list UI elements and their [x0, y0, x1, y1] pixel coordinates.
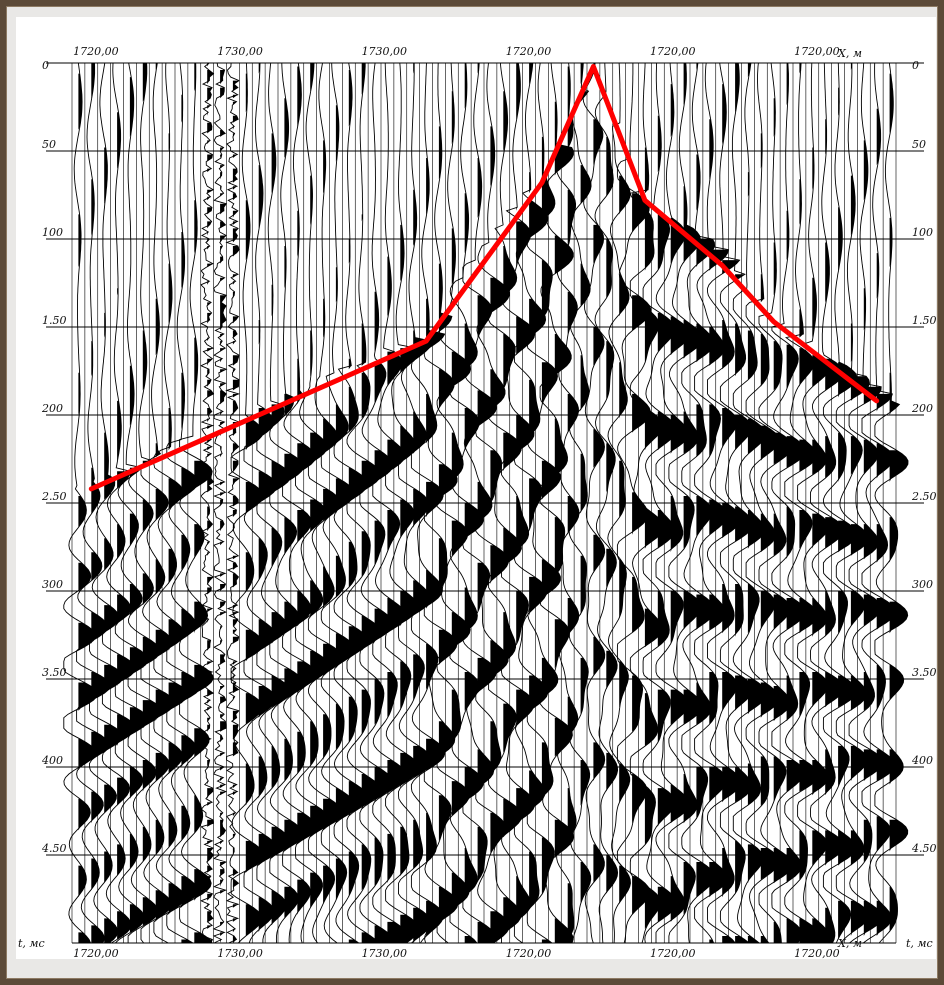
trace-fill [78, 73, 98, 944]
x-tick-label: 1720,00 [506, 45, 552, 58]
trace-fill [644, 147, 664, 929]
x-tick-label: 1730,00 [217, 45, 263, 58]
trace-fill [361, 63, 381, 943]
trace-fill [335, 105, 355, 943]
x-axis-label-bottom: X, м [837, 937, 862, 950]
y-tick-label: 4.50 [911, 842, 936, 855]
x-tick-label: 1720,00 [506, 947, 552, 959]
y-tick-label: 3.50 [912, 666, 936, 679]
trace-fill [889, 73, 908, 933]
y-tick-label: 50 [42, 138, 56, 151]
trace-fill [773, 98, 793, 943]
trace-fill [876, 108, 896, 937]
y-tick-label: 400 [911, 754, 933, 767]
trace-fill [426, 158, 445, 936]
trace-fill [670, 84, 690, 922]
y-tick-label: 2.50 [41, 490, 67, 503]
trace-fill [696, 63, 716, 898]
y-tick-label: 4.50 [41, 842, 67, 855]
trace-fill [348, 70, 368, 943]
seismogram-panel: 0 50 100 1.50 200 2.50 300 3.50 400 4.50 0 50 100 1.… [16, 17, 936, 959]
x-tick-label: 1730,00 [362, 45, 408, 58]
x-tick-labels-bottom: 1720,00 1730,00 1730,00 1720,00 1720,00 1720,… [73, 947, 840, 959]
trace-fill [850, 63, 870, 936]
seismogram-plot: 0 50 100 1.50 200 2.50 300 3.50 400 4.50 0 50 100 1.… [18, 45, 936, 959]
y-axis-label-left: t, мс [18, 937, 45, 950]
trace-fill [490, 126, 510, 943]
trace-fill [863, 140, 883, 936]
x-tick-label: 1720,00 [794, 947, 840, 959]
trace-fill [825, 119, 844, 944]
y-tick-labels-left: 0 50 100 1.50 200 2.50 300 3.50 400 4.50 [41, 59, 67, 855]
time-gridlines [46, 62, 924, 944]
x-axis-label-top: X, м [837, 47, 862, 60]
x-tick-labels-top: 1720,00 1730,00 1730,00 1720,00 1720,00 1720,… [73, 45, 840, 58]
figure-frame: 0 50 100 1.50 200 2.50 300 3.50 400 4.50 0 50 100 1.… [6, 6, 938, 979]
trace-fill [451, 91, 471, 912]
trace-fill [838, 87, 857, 940]
y-tick-label: 200 [41, 402, 63, 415]
x-tick-label: 1730,00 [362, 947, 408, 959]
y-tick-label: 1.50 [42, 314, 67, 327]
trace-fill [593, 63, 605, 884]
y-tick-label: 0 [42, 59, 49, 72]
y-tick-label: 2.50 [911, 490, 936, 503]
y-tick-labels-right: 0 50 100 1.50 200 2.50 300 3.50 400 4.50 [911, 59, 936, 855]
trace-fill [271, 133, 291, 926]
trace-fill [760, 133, 780, 943]
trace-fill [168, 133, 188, 915]
trace-fill [541, 136, 561, 943]
x-tick-label: 1720,00 [650, 947, 696, 959]
y-tick-label: 100 [912, 226, 933, 239]
x-tick-label: 1720,00 [794, 45, 840, 58]
y-tick-label: 400 [41, 754, 63, 767]
y-tick-label: 300 [42, 578, 63, 591]
first-arrival-pick-line [88, 64, 880, 492]
y-tick-label: 100 [42, 226, 63, 239]
trace-fill [709, 119, 729, 944]
y-tick-label: 0 [912, 59, 919, 72]
trace-baselines [71, 63, 897, 943]
trace-fill [258, 63, 277, 933]
trace-fill [657, 115, 677, 922]
x-tick-label: 1720,00 [650, 45, 696, 58]
trace-fill [503, 91, 522, 933]
y-tick-label: 3.50 [42, 666, 67, 679]
x-tick-label: 1720,00 [73, 45, 119, 58]
x-tick-label: 1730,00 [217, 947, 263, 959]
y-tick-label: 1.50 [912, 314, 936, 327]
y-tick-label: 50 [912, 138, 926, 151]
trace-fill [220, 70, 227, 943]
y-axis-label-right: t, мс [906, 937, 933, 950]
x-tick-label: 1720,00 [73, 947, 119, 959]
y-tick-label: 200 [911, 402, 933, 415]
trace-fill [310, 63, 329, 908]
y-tick-label: 300 [912, 578, 933, 591]
trace-fill [104, 147, 123, 943]
trace-fill [722, 84, 741, 944]
